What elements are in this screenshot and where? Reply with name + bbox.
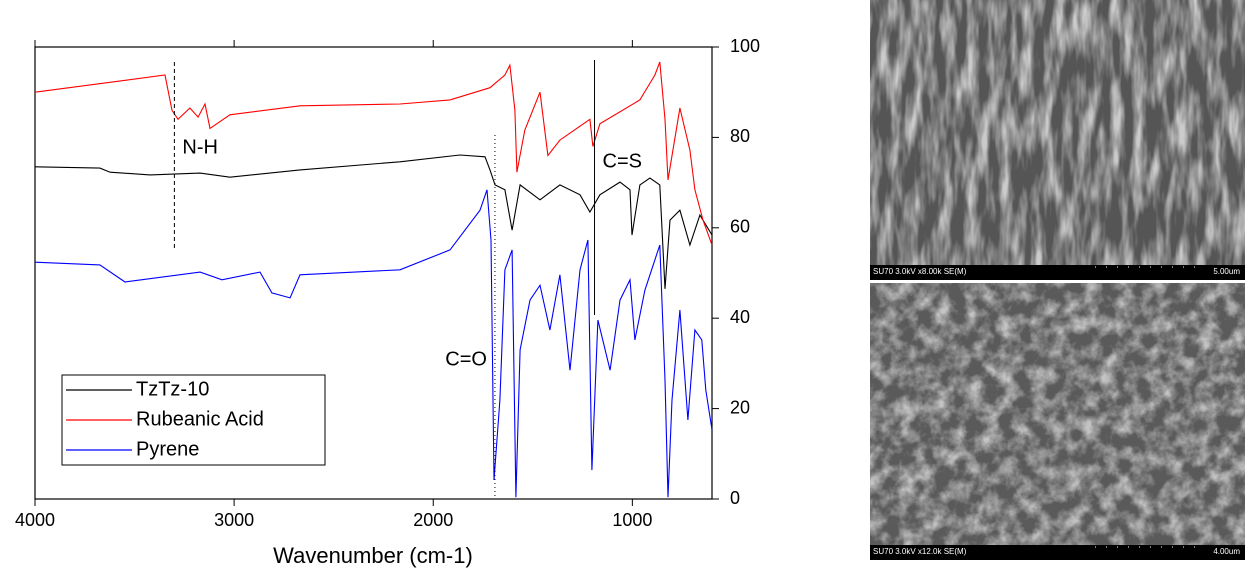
series-line xyxy=(34,61,713,246)
y-tick-label: 100 xyxy=(730,36,760,56)
chart: Wavenumber (cm-1) 4000 3000 2000 1000 0 20 40 6… xyxy=(15,36,760,568)
sem-scale: 4.00um xyxy=(1213,547,1240,556)
sem-image xyxy=(870,0,1245,265)
x-tick-label: 4000 xyxy=(15,510,55,530)
sem-bar xyxy=(870,265,1245,280)
series-line xyxy=(34,154,713,289)
sem-texture xyxy=(870,0,1245,265)
annotation-label: C=O xyxy=(445,348,487,370)
y-tick-label: 60 xyxy=(730,217,750,237)
annotation-label: C=S xyxy=(603,150,642,172)
y-tick-label: 20 xyxy=(730,397,750,417)
x-tick-label: 3000 xyxy=(214,510,254,530)
legend-label: Pyrene xyxy=(136,438,199,460)
annotation-label: N-H xyxy=(182,136,218,158)
sem-scale: 5.00um xyxy=(1213,267,1240,276)
series-line xyxy=(34,189,713,498)
sem-caption: SU70 3.0kV x12.0k SE(M) xyxy=(873,547,967,556)
sem-texture xyxy=(870,283,1245,547)
x-tick-label: 2000 xyxy=(413,510,453,530)
x-tick-label: 1000 xyxy=(612,510,652,530)
plot-frame xyxy=(34,46,713,500)
y-tick-label: 80 xyxy=(730,126,750,146)
sem-bar xyxy=(870,545,1245,560)
legend-label: Rubeanic Acid xyxy=(136,408,264,430)
legend-label: TzTz-10 xyxy=(136,378,209,400)
y-tick-label: 40 xyxy=(730,307,750,327)
sem-caption: SU70 3.0kV x8.00k SE(M) xyxy=(873,267,967,276)
y-tick-label: 0 xyxy=(730,488,740,508)
x-axis-label: Wavenumber (cm-1) xyxy=(273,543,473,568)
sem-image xyxy=(870,283,1245,547)
